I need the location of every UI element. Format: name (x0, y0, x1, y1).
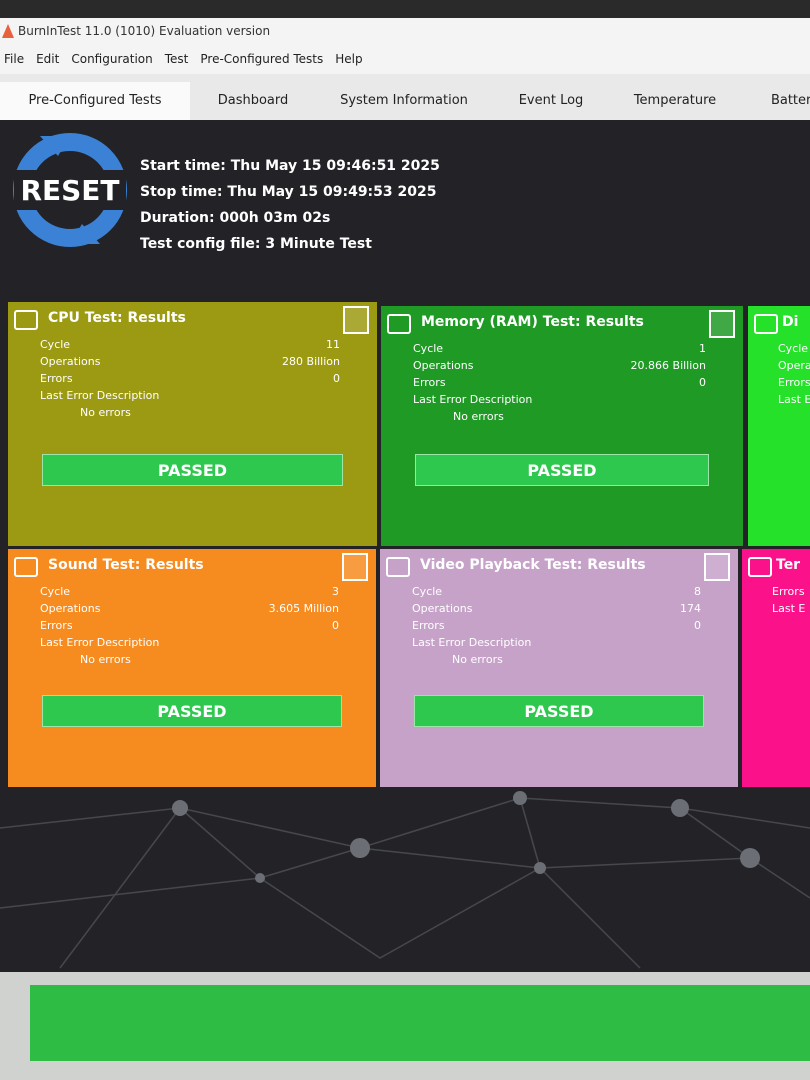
tab[interactable]: Battery (770, 93, 810, 108)
menu-item[interactable]: Configuration (71, 52, 153, 66)
panel-title: Memory (RAM) Test: Results (421, 314, 644, 330)
status-badge: PASSED (42, 695, 342, 727)
row-value: 280 Billion (282, 355, 340, 368)
status-badge: PASSED (415, 454, 709, 486)
row-value: 0 (694, 619, 701, 632)
tab[interactable]: Event Log (518, 93, 584, 108)
test-panel: Sound Test: Results Cycle Operations Errors… (8, 549, 376, 787)
row-label: Operations (412, 602, 473, 615)
row-value: 0 (332, 619, 339, 632)
row-label: Cycle (413, 342, 444, 355)
row-value: 3.605 Million (268, 602, 339, 615)
error-description: No errors (80, 653, 131, 666)
panel-title: Di (782, 314, 799, 330)
details-button[interactable] (709, 310, 735, 338)
row-label: Last E (772, 602, 806, 615)
reset-label: RESET (20, 174, 119, 207)
test-panel: Ter Errors Last E (742, 549, 810, 787)
row-value: 174 (680, 602, 701, 615)
details-button[interactable] (343, 306, 369, 334)
error-description: No errors (453, 410, 504, 423)
row-label: Errors (772, 585, 805, 598)
panel-title: Sound Test: Results (48, 557, 204, 573)
row-label: Operations (40, 602, 101, 615)
row-label: Errors (40, 619, 73, 632)
monitor-bezel (0, 0, 810, 18)
app-icon (2, 24, 14, 38)
test-panel: Video Playback Test: Results Cycle Operati… (380, 549, 738, 787)
row-label: Cycle (40, 338, 71, 351)
row-value: 0 (699, 376, 706, 389)
test-panel: Di Cycle Operations Errors Last Error Descri… (748, 306, 810, 546)
status-badge: PASSED (42, 454, 343, 486)
tab[interactable]: Temperature (633, 93, 717, 108)
row-value: 20.866 Billion (630, 359, 706, 372)
overall-status-bar (30, 985, 810, 1061)
row-label: Errors (413, 376, 446, 389)
background-network (0, 791, 810, 969)
status-badge: PASSED (414, 695, 704, 727)
tab[interactable]: System Information (340, 93, 468, 108)
row-label: Cycle (40, 585, 71, 598)
info-line: Start time: Thu May 15 09:46:51 2025 (140, 158, 440, 174)
row-label: Operations (778, 359, 810, 372)
row-value: 8 (694, 585, 701, 598)
panel-icon (386, 557, 410, 577)
row-value: 11 (326, 338, 340, 351)
row-label: Operations (40, 355, 101, 368)
panel-title: Ter (776, 557, 801, 573)
row-label: Last Error Description (40, 389, 160, 402)
row-label: Last Error Description (778, 393, 810, 406)
row-value: 3 (332, 585, 339, 598)
test-panel: CPU Test: Results Cycle Operations Errors La… (8, 302, 377, 546)
row-label: Operations (413, 359, 474, 372)
test-panel: Memory (RAM) Test: Results Cycle Operation… (381, 306, 743, 546)
info-line: Duration: 000h 03m 02s (140, 210, 331, 226)
panel-icon (14, 557, 38, 577)
row-label: Last Error Description (412, 636, 532, 649)
row-label: Cycle (778, 342, 809, 355)
menu-bar: File Edit Configuration Test Pre-Configured … (0, 44, 810, 74)
panel-icon (387, 314, 411, 334)
row-value: 1 (699, 342, 706, 355)
menu-item[interactable]: Edit (36, 52, 60, 66)
window-title: BurnInTest 11.0 (1010) Evaluation versio… (18, 24, 271, 38)
row-label: Last Error Description (413, 393, 533, 406)
reset-button[interactable]: RESET (10, 126, 130, 254)
title-bar: BurnInTest 11.0 (1010) Evaluation versio… (0, 18, 810, 44)
row-label: Errors (778, 376, 810, 389)
tab[interactable]: Pre-Configured Tests (0, 82, 190, 120)
row-label: Cycle (412, 585, 443, 598)
tab-bar: Pre-Configured Tests Dashboard System Info… (0, 74, 810, 120)
panel-icon (14, 310, 38, 330)
error-description: No errors (452, 653, 503, 666)
row-value: 0 (333, 372, 340, 385)
info-line: Test config file: 3 Minute Test (140, 236, 372, 252)
details-button[interactable] (704, 553, 730, 581)
panel-title: Video Playback Test: Results (420, 557, 646, 573)
dashboard: RESET Start time: Thu May 15 09:46:51 20… (0, 120, 810, 972)
menu-item[interactable]: Test (164, 52, 189, 66)
row-label: Errors (412, 619, 445, 632)
row-label: Errors (40, 372, 73, 385)
panel-title: CPU Test: Results (48, 310, 186, 326)
menu-item[interactable]: Help (335, 52, 363, 66)
details-button[interactable] (342, 553, 368, 581)
panel-icon (754, 314, 778, 334)
menu-item[interactable]: File (4, 52, 25, 66)
row-label: Last Error Description (40, 636, 160, 649)
error-description: No errors (80, 406, 131, 419)
menu-item[interactable]: Pre-Configured Tests (200, 52, 324, 66)
info-line: Stop time: Thu May 15 09:49:53 2025 (140, 184, 437, 200)
tab[interactable]: Dashboard (217, 93, 289, 108)
panel-icon (748, 557, 772, 577)
